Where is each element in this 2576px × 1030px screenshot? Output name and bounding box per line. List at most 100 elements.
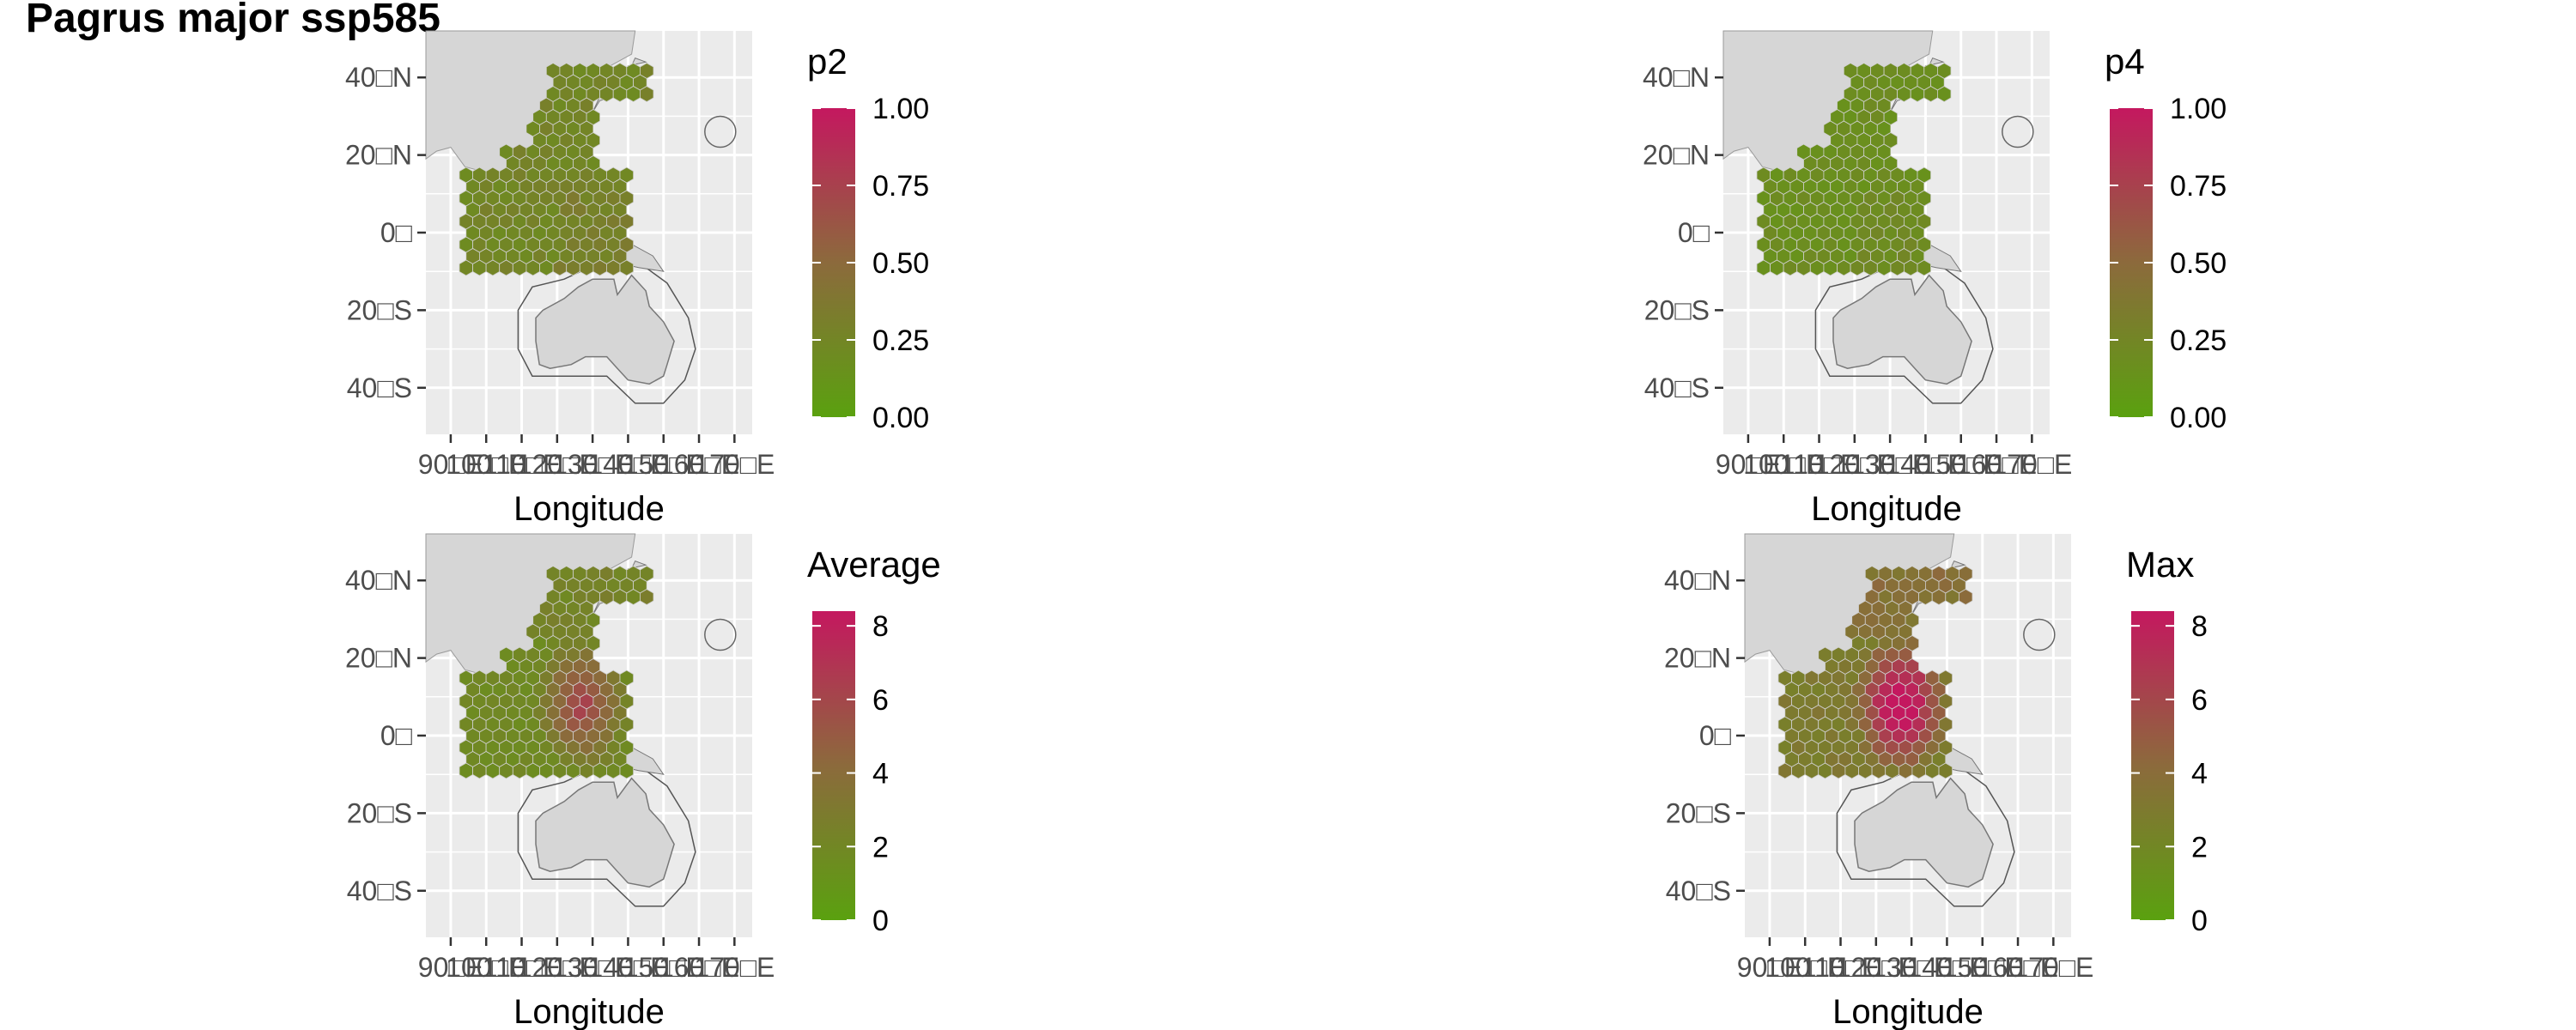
island-outline — [2023, 618, 2056, 651]
lon-tick-label: 120□E — [1836, 952, 1917, 983]
hex-cell — [552, 259, 568, 276]
lat-tick-label: 40□N — [1664, 565, 1731, 596]
panel-max: 40□N 20□N 0□ 20□S 40□S 90□E100□E110□E120□E130… — [1664, 533, 2208, 1030]
hex-cell — [485, 259, 501, 276]
island-outline — [704, 618, 737, 651]
lon-tick-label: 90□E — [1737, 952, 1802, 983]
lon-tick-label: 140□E — [587, 952, 668, 983]
lat-tick-label: 20□N — [345, 140, 412, 171]
hex-cell — [1890, 259, 1905, 276]
lon-tick-label: 90□E — [418, 952, 483, 983]
hex-cell — [1910, 86, 1925, 102]
hex-cell — [1818, 762, 1832, 779]
hex-cell — [1804, 762, 1820, 779]
panel-average: 40□N 20□N 0□ 20□S 40□S 90□E100□E110□E120□E130… — [345, 533, 941, 1030]
hex-cell — [579, 259, 594, 276]
lat-tick-label: 20□S — [347, 294, 412, 325]
hex-cell — [619, 259, 634, 276]
hex-cell — [1770, 259, 1784, 276]
hex-cell — [626, 589, 641, 605]
legend-title: Max — [2126, 544, 2194, 585]
hex-cell — [1885, 762, 1899, 779]
lon-tick-label: 140□E — [1885, 449, 1965, 480]
lon-tick-label: 160□E — [659, 449, 739, 480]
hex-cell — [640, 589, 654, 605]
legend-tick-label: 6 — [2191, 684, 2208, 717]
lon-tick-label: 90□E — [418, 449, 483, 480]
lat-tick-label: 0□ — [380, 217, 413, 248]
lon-tick-label: 170□E — [2013, 952, 2093, 983]
lon-tick-label: 150□E — [1921, 449, 2002, 480]
lat-tick-label: 40□S — [1644, 373, 1710, 403]
lon-tick-label: 110□E — [483, 449, 562, 480]
lon-tick-label: 120□E — [1814, 449, 1895, 480]
hex-cell — [1823, 259, 1838, 276]
legend-tick-label: 0.00 — [872, 402, 929, 434]
hex-cell — [626, 86, 641, 102]
hex-cell — [499, 762, 513, 779]
hex-cell — [1791, 762, 1806, 779]
lon-tick-label: 170□E — [694, 952, 775, 983]
lon-tick-label: 100□E — [446, 952, 526, 983]
lon-tick-label: 140□E — [587, 449, 668, 480]
hex-cell — [1756, 259, 1771, 276]
lon-tick-label: 120□E — [517, 449, 598, 480]
hex-cell — [485, 762, 501, 779]
hex-cell — [1911, 762, 1926, 779]
legend-tick-label: 2 — [2191, 831, 2208, 863]
hex-cell — [1850, 259, 1865, 276]
lat-tick-label: 40□S — [1666, 876, 1731, 906]
lon-tick-label: 150□E — [623, 449, 704, 480]
lon-tick-label: 110□E — [483, 952, 562, 983]
hex-cell — [459, 762, 473, 779]
lat-tick-label: 20□S — [347, 797, 412, 828]
hex-cell — [1945, 589, 1959, 605]
hex-cell — [599, 589, 614, 605]
legend-tick-label: 0.00 — [2170, 402, 2227, 434]
hex-cell — [1844, 762, 1859, 779]
lat-tick-label: 20□N — [1664, 643, 1731, 674]
hex-cell — [539, 762, 554, 779]
hex-cell — [1918, 589, 1933, 605]
x-axis-title: Longitude — [1811, 490, 1962, 528]
hex-cell — [1936, 86, 1952, 102]
hex-cell — [472, 259, 487, 276]
legend-tick-label: 8 — [872, 610, 889, 643]
hex-cell — [1924, 762, 1940, 779]
hex-cell — [1863, 259, 1878, 276]
hex-cell — [1898, 762, 1913, 779]
legend-colorbar — [812, 611, 855, 920]
hex-cell — [499, 259, 513, 276]
legend-tick-label: 4 — [872, 758, 889, 791]
land-australia — [1832, 274, 1972, 385]
legend-tick-label: 0 — [2191, 905, 2208, 937]
land-australia — [535, 777, 675, 888]
lat-tick-label: 0□ — [1699, 720, 1732, 751]
lat-tick-label: 40□N — [1643, 62, 1710, 93]
legend-title: Average — [807, 544, 941, 585]
legend-tick-label: 0 — [872, 905, 889, 937]
hex-cell — [1796, 259, 1811, 276]
hex-cell — [566, 259, 580, 276]
hex-cell — [1858, 762, 1873, 779]
lon-tick-label: 120□E — [517, 952, 598, 983]
island-outline — [2002, 115, 2034, 148]
lon-tick-label: 130□E — [1850, 449, 1930, 480]
lon-tick-label: 90□E — [1716, 449, 1781, 480]
legend-title: p4 — [2105, 41, 2145, 82]
lon-tick-label: 100□E — [1743, 449, 1824, 480]
x-axis-title: Longitude — [513, 490, 665, 528]
hex-cell — [1876, 259, 1892, 276]
hex-cell — [526, 259, 540, 276]
lon-tick-label: 100□E — [446, 449, 526, 480]
hex-cell — [1923, 86, 1938, 102]
hex-cell — [472, 762, 487, 779]
legend-tick-label: 0.75 — [2170, 170, 2227, 203]
lat-tick-label: 0□ — [1678, 217, 1710, 248]
hex-cell — [612, 86, 628, 102]
lat-tick-label: 40□N — [345, 62, 412, 93]
lon-tick-label: 130□E — [1871, 952, 1952, 983]
legend-tick-label: 6 — [872, 684, 889, 717]
page-title: Pagrus major ssp585 — [26, 0, 440, 41]
lon-tick-label: 110□E — [1780, 449, 1859, 480]
